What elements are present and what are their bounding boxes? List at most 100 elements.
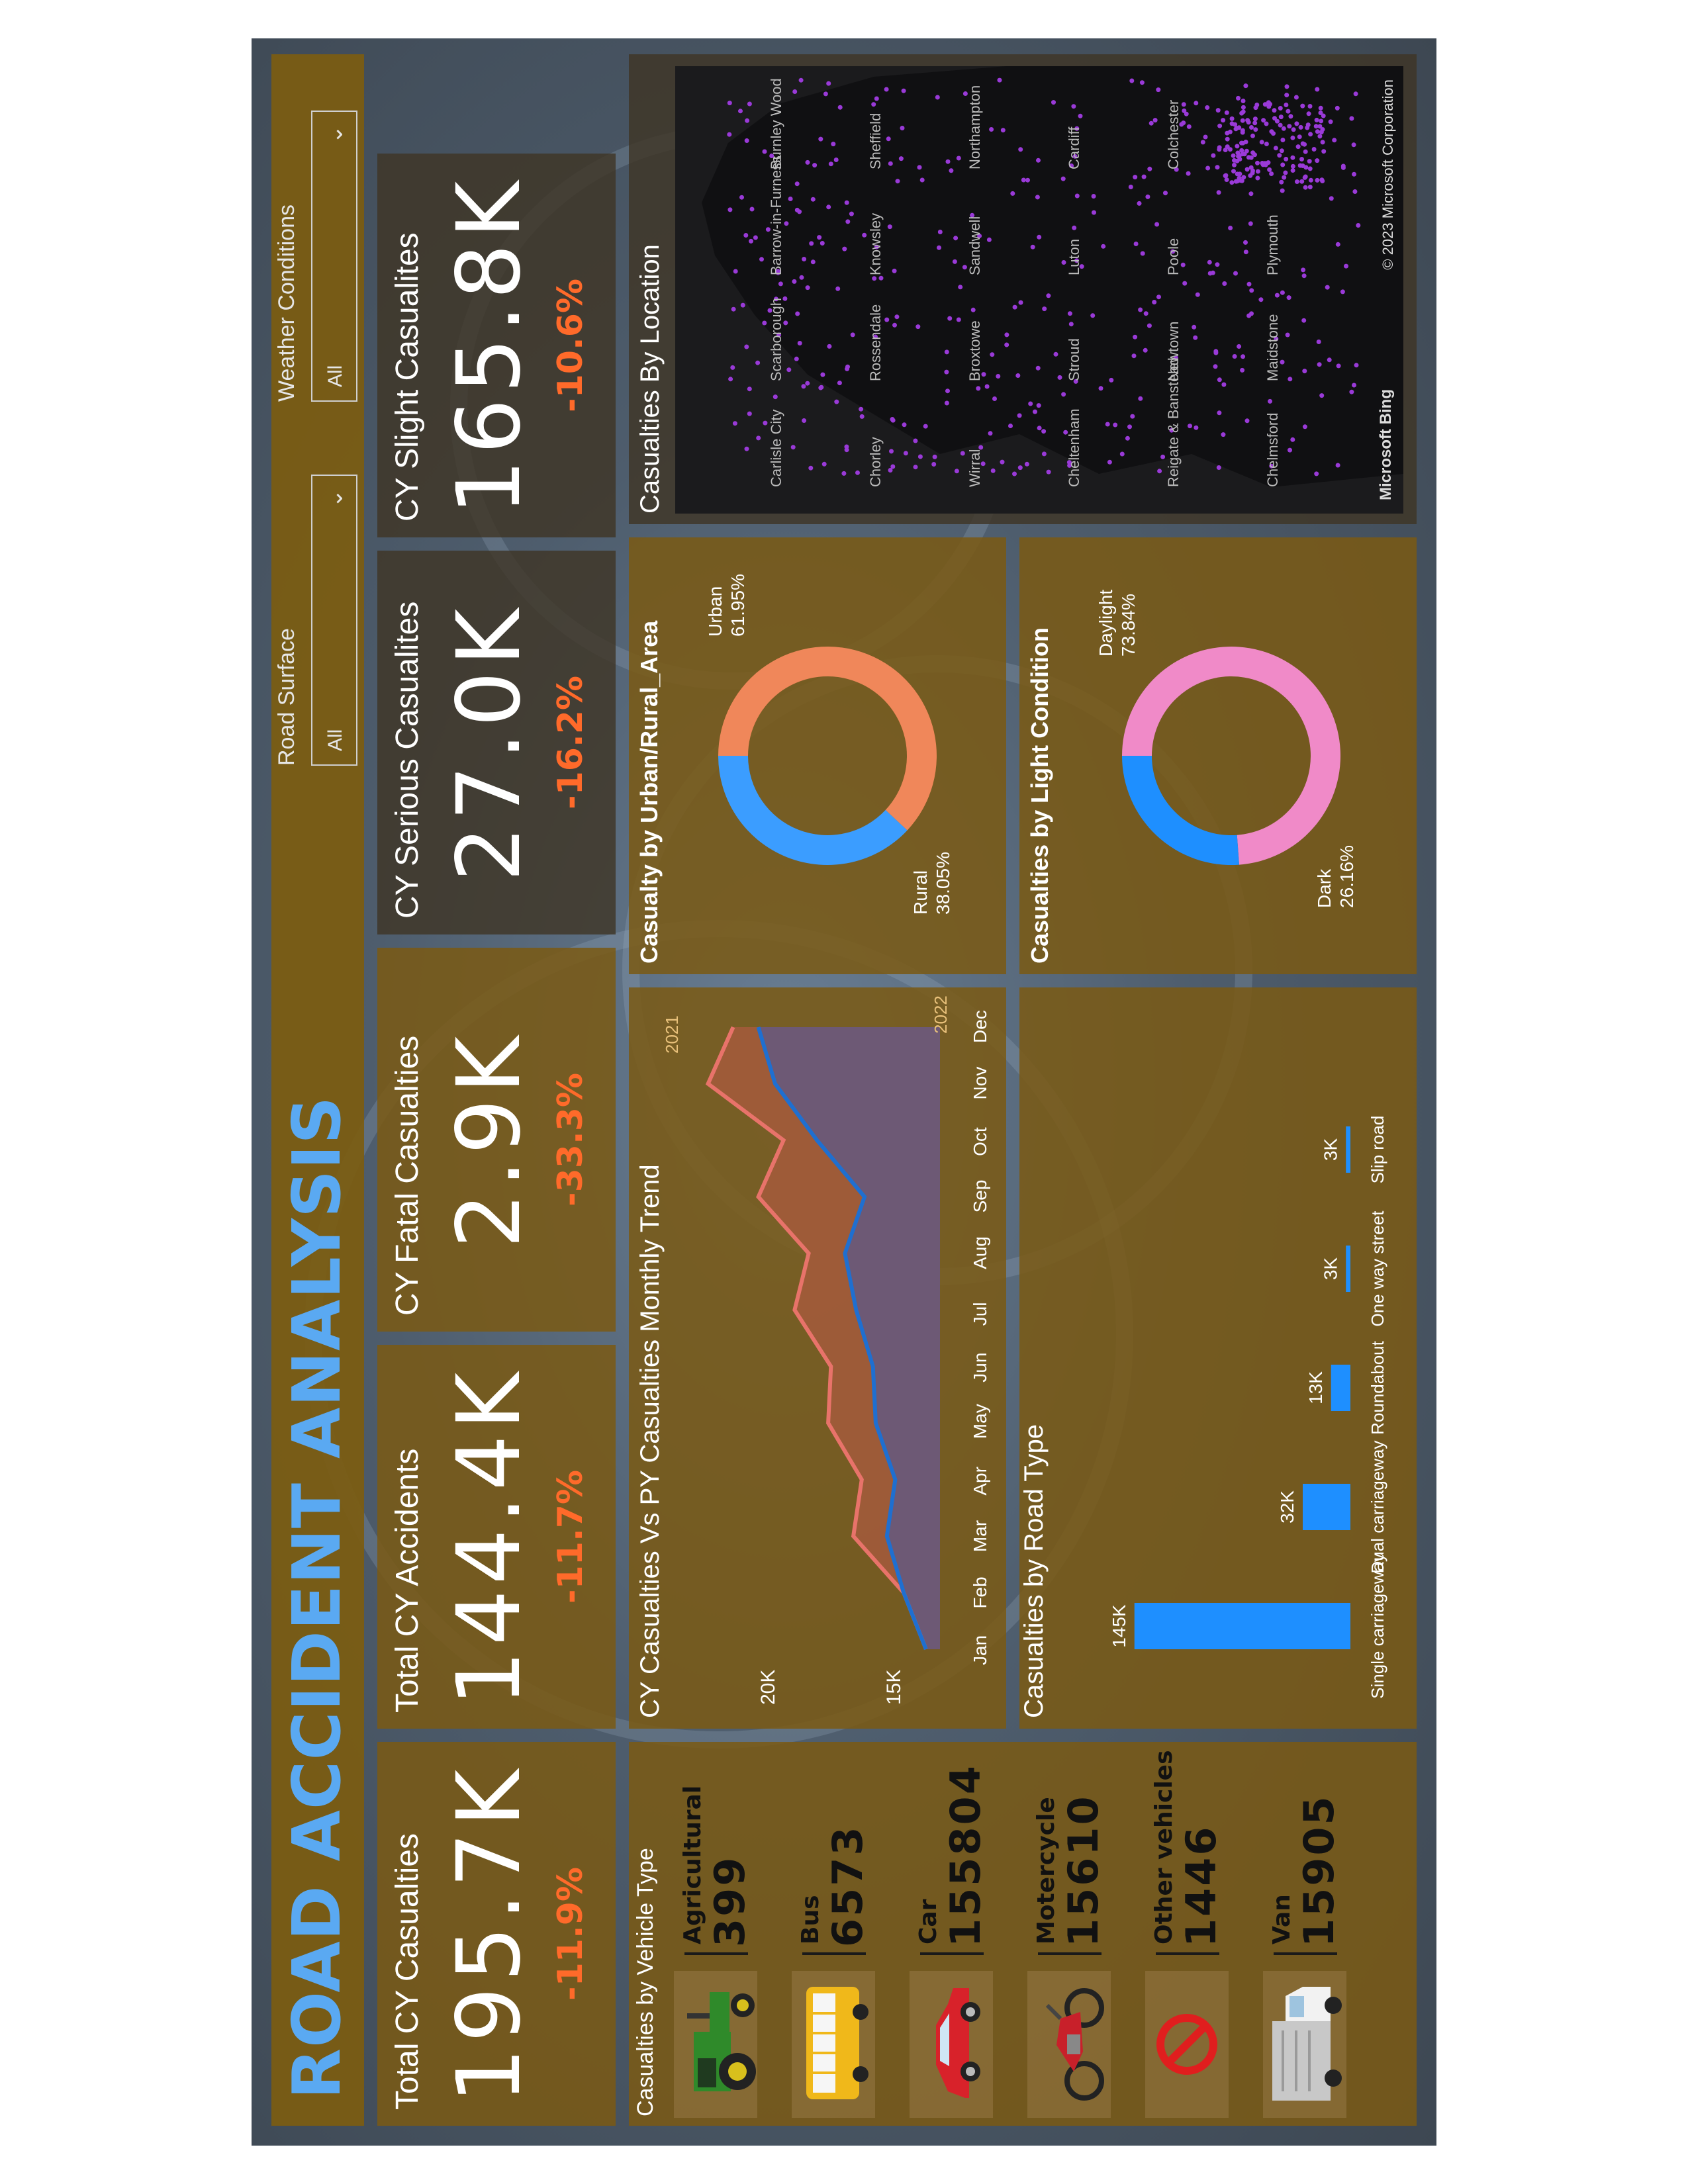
map-point: [1213, 350, 1219, 355]
map-point: [1061, 260, 1066, 265]
x-category-label: Roundabout: [1368, 1340, 1387, 1434]
vehicle-row-car[interactable]: Car 155804: [910, 1742, 993, 2126]
map-point: [1033, 409, 1037, 414]
donut-slice-dark[interactable]: [1122, 756, 1239, 866]
vehicle-row-agricultural[interactable]: Agricultural 399: [674, 1742, 757, 2126]
map-point: [1328, 119, 1333, 124]
map-point: [1327, 357, 1332, 363]
map-point: [749, 238, 753, 244]
map-canvas[interactable]: Carlisle City Scarborough Barrow-in-Furnes…: [675, 66, 1403, 514]
map-point: [1012, 304, 1017, 310]
map-point: [1181, 120, 1186, 126]
road-surface-dropdown[interactable]: All ⌄: [311, 475, 357, 766]
monthly-trend-chart[interactable]: 15K 20K 2021 2022 Jan Feb Mar Apr May Jun Jul A…: [629, 987, 1006, 1729]
map-point: [980, 461, 986, 467]
vehicle-row-motorcycle[interactable]: Motercycle 15610: [1027, 1742, 1111, 2126]
map-point: [1236, 95, 1241, 101]
y-tick-label: 20K: [757, 1670, 779, 1705]
vehicle-row-bus[interactable]: Bus 6573: [792, 1742, 875, 2126]
kpi-card-serious-casualties[interactable]: CY Serious Casualites 27.0K -16.2%: [377, 551, 616, 934]
light-condition-donut[interactable]: Daylight 73.84% Dark 26.16%: [1019, 537, 1417, 974]
map-point: [1241, 354, 1246, 359]
map-point: [1288, 447, 1292, 453]
map-point: [1244, 418, 1250, 424]
map-point: [1145, 194, 1150, 199]
kpi-card-total-accidents[interactable]: Total CY Accidents 144.4K -11.7%: [377, 1345, 616, 1729]
vehicle-name: Motercycle: [1033, 1797, 1060, 1944]
map-point: [1216, 465, 1221, 470]
map-point: [1316, 340, 1321, 344]
map-point: [1294, 179, 1299, 184]
kpi-card-fatal-casualties[interactable]: CY Fatal Casualties 2.9K -33.3%: [377, 948, 616, 1332]
map-point: [1239, 148, 1244, 153]
map-point: [845, 219, 851, 224]
map-point: [1279, 179, 1284, 185]
map-point: [1281, 126, 1286, 131]
vehicle-value: 15610: [1059, 1794, 1107, 1947]
map-point: [1302, 369, 1307, 374]
map-point: [1353, 91, 1358, 97]
map-point: [1046, 293, 1051, 298]
map-place-label: Reigate & Banstead: [1165, 357, 1182, 487]
urban-rural-donut[interactable]: Urban 61.95% Rural 38.05%: [629, 537, 1006, 974]
map-point: [986, 237, 992, 242]
map-point: [1239, 140, 1244, 146]
map-point: [894, 314, 900, 320]
map-point: [794, 356, 799, 361]
chevron-down-icon[interactable]: ⌄: [322, 125, 348, 144]
map-point: [1291, 127, 1296, 132]
bar-road-type[interactable]: [1346, 1246, 1350, 1292]
map-point: [1018, 147, 1023, 152]
map-point: [1192, 324, 1197, 330]
map-point: [1248, 191, 1254, 197]
bar-road-type[interactable]: [1134, 1603, 1350, 1649]
map-point: [1272, 108, 1277, 113]
map-point: [900, 126, 905, 130]
map-point: [913, 465, 918, 470]
dashboard: ROAD ACCIDENT ANALYSIS Road Surface All …: [252, 38, 1436, 2146]
kpi-value: 2.9K: [438, 1030, 540, 1249]
map-point: [727, 101, 732, 106]
map-point: [1320, 140, 1325, 145]
kpi-delta: -11.7%: [551, 1470, 590, 1604]
map-point: [1254, 103, 1260, 107]
bar-road-type[interactable]: [1346, 1126, 1350, 1173]
map-point: [731, 306, 736, 312]
map-point: [1354, 363, 1359, 368]
bar-road-type[interactable]: [1331, 1365, 1350, 1411]
map-point: [1321, 149, 1327, 154]
bar-road-type[interactable]: [1303, 1484, 1350, 1530]
divider: [802, 1952, 866, 1955]
map-point: [892, 268, 897, 273]
kpi-card-slight-casualties[interactable]: CY Slight Casualites 165.8K -10.6%: [377, 154, 616, 537]
vehicle-name: Van: [1268, 1894, 1295, 1944]
map-point: [937, 245, 941, 250]
map-point: [765, 227, 771, 232]
vehicle-row-other[interactable]: Other vehicles 1446: [1145, 1742, 1229, 2126]
donut-slice-rural[interactable]: [718, 756, 908, 865]
map-point: [1195, 292, 1200, 297]
map-point: [1246, 313, 1252, 318]
map-point: [1249, 288, 1254, 293]
weather-conditions-dropdown[interactable]: All ⌄: [311, 111, 357, 402]
donut-slice-urban[interactable]: [718, 647, 937, 831]
map-point: [833, 158, 839, 162]
map-point: [783, 320, 788, 326]
map-point: [1051, 100, 1056, 105]
map-point: [1037, 234, 1042, 240]
vehicle-row-van[interactable]: Van 15905: [1263, 1742, 1346, 2126]
kpi-card-total-casualties[interactable]: Total CY Casualties 195.7K -11.9%: [377, 1742, 616, 2126]
map-place-label: Burnley Wood: [768, 78, 784, 169]
map-point: [1315, 87, 1320, 92]
map-point: [1109, 377, 1114, 383]
map-point: [1182, 281, 1188, 286]
map-point: [1321, 113, 1326, 118]
map-point: [1072, 154, 1078, 159]
map-point: [1293, 95, 1299, 100]
map-point: [1221, 432, 1226, 437]
map-point: [1318, 111, 1323, 115]
series-2022-line: [756, 1026, 928, 1651]
road-type-chart[interactable]: 145K Single carriageway 32K Dual carriagewa…: [1019, 987, 1417, 1729]
map-point: [887, 224, 892, 230]
chevron-down-icon[interactable]: ⌄: [322, 489, 348, 508]
